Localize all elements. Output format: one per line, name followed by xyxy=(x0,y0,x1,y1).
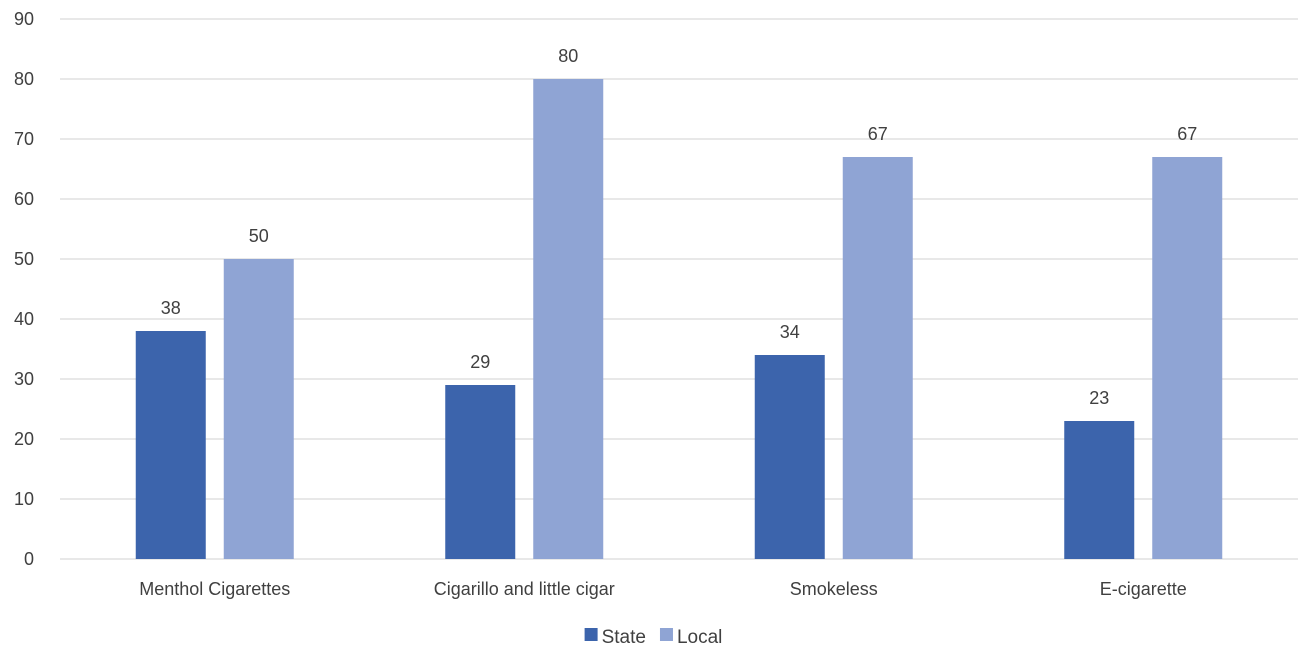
y-tick-label: 0 xyxy=(24,549,34,569)
y-tick-label: 70 xyxy=(14,129,34,149)
x-category-label: Cigarillo and little cigar xyxy=(434,579,615,599)
legend-swatch-state xyxy=(584,628,598,641)
y-tick-label: 30 xyxy=(14,369,34,389)
data-labels: 38 50 29 80 34 67 23 67 xyxy=(161,46,1198,408)
data-label: 34 xyxy=(780,322,800,342)
y-tick-label: 20 xyxy=(14,429,34,449)
bar-state xyxy=(135,331,206,559)
bar-state xyxy=(754,355,825,559)
legend-swatch-local xyxy=(659,628,673,641)
bar-state xyxy=(1064,421,1135,559)
bar-local xyxy=(223,259,294,559)
data-label: 50 xyxy=(249,226,269,246)
y-tick-label: 80 xyxy=(14,69,34,89)
y-tick-label: 60 xyxy=(14,189,34,209)
data-label: 80 xyxy=(558,46,578,66)
legend-label: State xyxy=(602,627,646,648)
data-label: 29 xyxy=(470,352,490,372)
bar-local xyxy=(533,79,604,559)
data-label: 23 xyxy=(1089,388,1109,408)
y-tick-label: 10 xyxy=(14,489,34,509)
x-category-label: Smokeless xyxy=(790,579,878,599)
y-tick-label: 90 xyxy=(14,9,34,29)
y-tick-label: 40 xyxy=(14,309,34,329)
bar-local xyxy=(1152,157,1223,559)
data-label: 67 xyxy=(1177,124,1197,144)
legend-label: Local xyxy=(677,627,722,648)
data-label: 67 xyxy=(868,124,888,144)
y-axis-ticks: 0 10 20 30 40 50 60 70 80 90 xyxy=(14,9,34,569)
y-tick-label: 50 xyxy=(14,249,34,269)
x-category-label: Menthol Cigarettes xyxy=(139,579,290,599)
bars xyxy=(135,79,1223,559)
bar-state xyxy=(445,385,516,559)
bar-local xyxy=(842,157,913,559)
legend: State Local xyxy=(584,627,722,648)
x-category-label: E-cigarette xyxy=(1100,579,1187,599)
data-label: 38 xyxy=(161,298,181,318)
x-axis-categories: Menthol Cigarettes Cigarillo and little c… xyxy=(139,579,1187,599)
